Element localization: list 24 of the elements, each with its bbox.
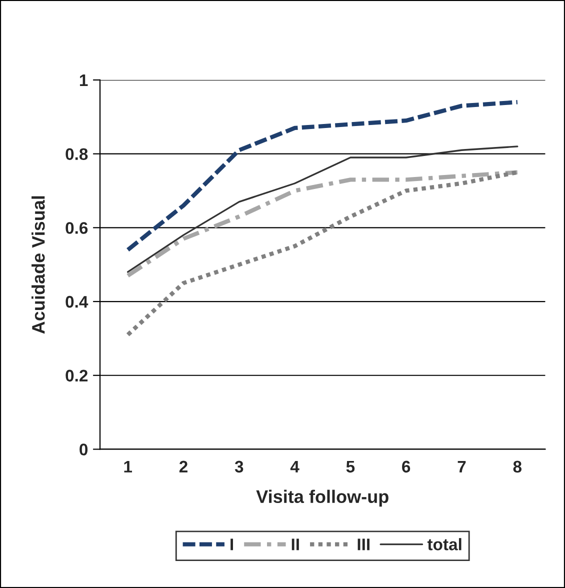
y-tick-label: 0.6 [66, 222, 88, 234]
x-tick-label: 4 [290, 460, 300, 472]
x-tick-label: 1 [124, 460, 132, 472]
y-tick-label: 0.2 [66, 370, 88, 382]
line-series [126, 100, 520, 252]
x-tick-label: 8 [513, 460, 522, 473]
line-series [126, 146, 518, 273]
legend-label: total [427, 538, 462, 550]
x-tick-label: 2 [179, 460, 188, 472]
legend-label: II [292, 538, 299, 550]
line-series [126, 170, 520, 278]
x-tick-label: 6 [402, 460, 410, 473]
legend-label: III [358, 538, 370, 550]
y-axis-title: Acuidade Visual [32, 196, 45, 334]
x-tick-label: 3 [234, 460, 244, 473]
x-axis-title: Visita follow-up [256, 490, 388, 507]
line-series [126, 170, 520, 337]
x-tick-label: 7 [458, 460, 466, 472]
y-tick-label: 0.4 [66, 296, 88, 308]
y-tick-label: 1 [80, 74, 88, 86]
legend-label: I [230, 538, 233, 550]
x-tick-label: 5 [346, 460, 355, 473]
y-tick-label: 0 [80, 444, 88, 456]
y-tick-label: 0.8 [66, 148, 88, 160]
